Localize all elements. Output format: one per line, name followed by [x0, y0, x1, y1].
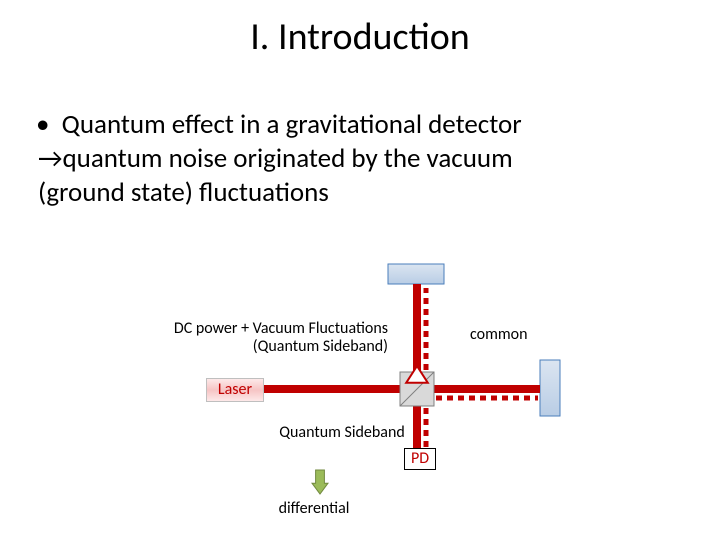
pd-box: PD: [404, 448, 436, 470]
interferometer-diagram: [0, 0, 720, 540]
common-label: common: [470, 326, 550, 344]
quantum-sideband-label: Quantum Sideband: [262, 424, 422, 442]
laser-box: Laser: [206, 378, 264, 402]
dc-power-label: DC power + Vacuum Fluctuations (Quantum …: [132, 320, 388, 357]
differential-label: differential: [264, 500, 364, 518]
